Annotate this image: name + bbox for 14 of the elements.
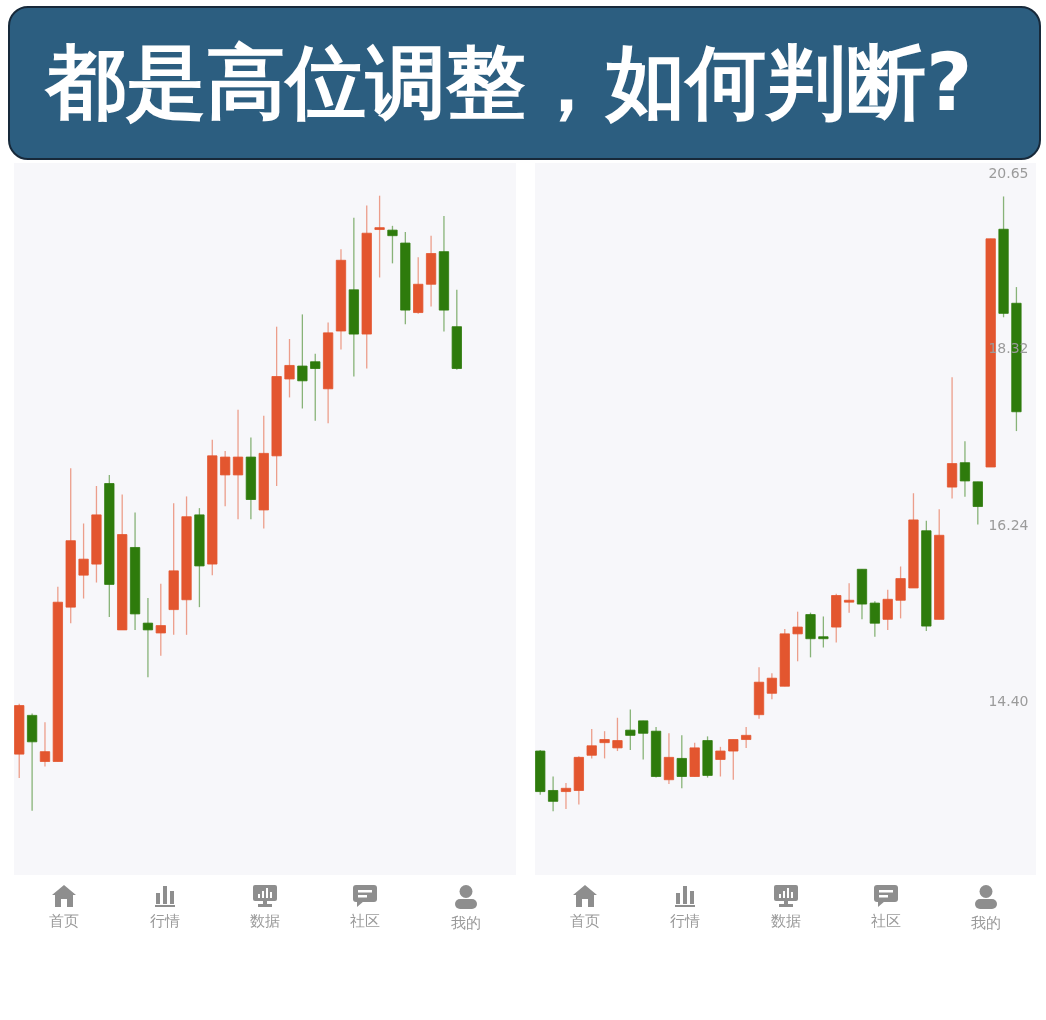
text: 首页 [570,912,601,930]
text: 我的 [450,914,481,932]
chart-title: 都是高位调整，如何判断? [46,36,973,129]
text: 数据 [250,912,281,930]
y-tick-label: 20.65 [988,165,1029,182]
text: 社区 [350,912,381,930]
text: 社区 [870,912,901,930]
text: 我的 [970,914,1001,932]
text: 首页 [49,912,80,930]
y-tick-label: 16.24 [988,516,1029,533]
y-tick-label: 14.40 [988,692,1029,709]
text: 行情 [149,912,180,930]
text: 行情 [670,912,701,930]
text: 数据 [770,912,801,930]
